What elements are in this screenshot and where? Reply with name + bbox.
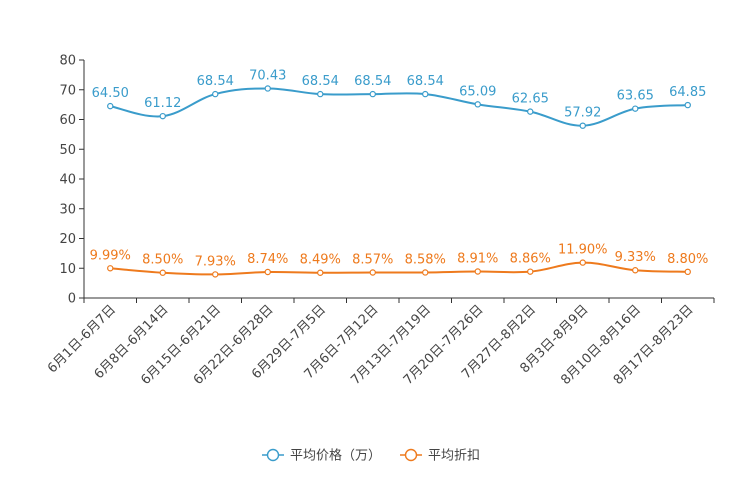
data-point: [159, 112, 166, 120]
data-point: [474, 101, 481, 108]
data-point: [422, 90, 429, 98]
data-label: 65.09: [459, 84, 496, 99]
data-label: 7.93%: [195, 254, 236, 269]
data-label: 61.12: [144, 96, 181, 111]
data-label: 9.33%: [615, 250, 656, 265]
data-point: [264, 268, 271, 276]
data-point: [317, 269, 324, 276]
data-label: 11.90%: [558, 243, 608, 258]
data-label: 64.85: [669, 85, 706, 100]
data-label: 8.86%: [510, 252, 551, 267]
data-point: [212, 90, 219, 98]
data-point: [474, 268, 481, 275]
data-label: 8.49%: [300, 253, 341, 268]
y-tick-label: 10: [59, 262, 76, 277]
data-point: [527, 268, 534, 275]
data-label: 62.65: [512, 92, 549, 107]
series-line: [110, 87, 688, 127]
data-point: [684, 268, 691, 276]
y-tick-label: 20: [59, 232, 76, 247]
data-point: [107, 102, 114, 110]
data-label: 8.58%: [405, 252, 446, 267]
data-label: 57.92: [564, 106, 601, 121]
data-point: [264, 85, 271, 92]
series-line: [110, 261, 688, 276]
data-label: 68.54: [354, 74, 391, 89]
y-tick-label: 0: [68, 292, 76, 307]
data-label: 63.65: [617, 89, 654, 104]
legend-item-1[interactable]: 平均折扣: [400, 449, 480, 464]
y-tick-label: 80: [59, 54, 76, 69]
legend[interactable]: 平均价格（万） 平均折扣: [262, 448, 480, 464]
data-label: 8.57%: [352, 253, 393, 268]
data-label: 64.50: [92, 86, 129, 101]
data-point: [579, 259, 586, 266]
data-label: 70.43: [249, 68, 286, 83]
data-point: [107, 265, 114, 272]
data-label: 8.80%: [667, 252, 708, 267]
series-0: 64.50 61.12 68.54 70.43 68.54 68.54 68.54 65.09…: [92, 68, 706, 129]
data-label: 8.74%: [247, 252, 288, 267]
legend-marker-icon: [266, 448, 280, 462]
data-label: 8.91%: [457, 251, 498, 266]
data-point: [369, 90, 376, 98]
data-label: 9.99%: [90, 248, 131, 263]
data-label: 68.54: [407, 74, 444, 89]
data-point: [369, 269, 376, 276]
data-point: [317, 90, 324, 98]
data-point: [159, 269, 166, 276]
data-point: [422, 269, 429, 276]
data-label: 8.50%: [142, 253, 183, 268]
series-layer: 64.50 61.12 68.54 70.43 68.54 68.54 68.54 65.09…: [90, 68, 708, 278]
series-1: 9.99% 8.50% 7.93% 8.74% 8.49% 8.57% 8.58% 8.91%…: [90, 243, 708, 278]
y-tick-label: 60: [59, 113, 76, 128]
data-point: [579, 122, 586, 129]
legend-label: 平均折扣: [428, 449, 480, 464]
legend-label: 平均价格（万）: [290, 448, 381, 464]
y-tick-label: 40: [59, 173, 76, 188]
data-point: [632, 267, 639, 274]
legend-item-0[interactable]: 平均价格（万）: [262, 448, 381, 464]
legend-marker-icon: [404, 448, 418, 462]
data-label: 68.54: [197, 74, 234, 89]
y-tick-label: 70: [59, 83, 76, 98]
data-point: [684, 101, 691, 109]
data-point: [212, 271, 219, 278]
y-tick-label: 50: [59, 143, 76, 158]
data-point: [632, 105, 639, 112]
data-point: [527, 108, 534, 115]
y-tick-label: 30: [59, 202, 76, 217]
data-label: 68.54: [302, 74, 339, 89]
